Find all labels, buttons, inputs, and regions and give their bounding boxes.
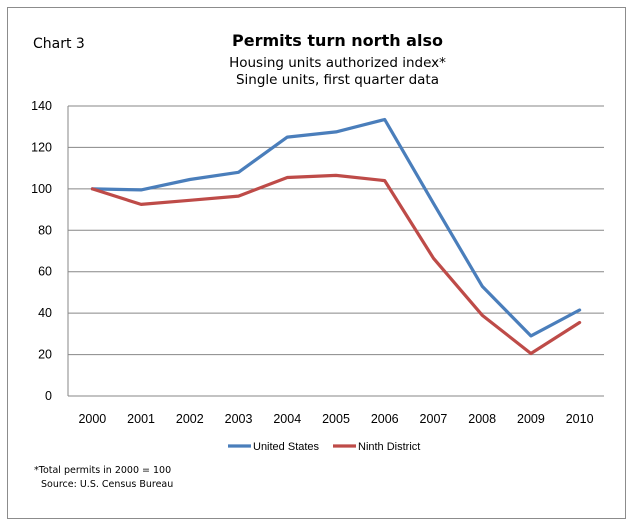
chart-subtitle-1: Housing units authorized index* — [229, 55, 446, 71]
x-tick-label-2007: 2007 — [420, 412, 448, 426]
y-tick-label-60: 60 — [38, 265, 52, 279]
x-tick-label-2010: 2010 — [566, 412, 594, 426]
x-tick-label-2006: 2006 — [371, 412, 399, 426]
x-tick-label-2004: 2004 — [273, 412, 301, 426]
chart-title: Permits turn north also — [232, 31, 443, 50]
x-tick-label-2000: 2000 — [78, 412, 106, 426]
x-tick-label-2009: 2009 — [517, 412, 545, 426]
y-tick-label-80: 80 — [38, 223, 52, 237]
x-tick-label-2002: 2002 — [176, 412, 204, 426]
x-tick-label-2005: 2005 — [322, 412, 350, 426]
y-tick-label-40: 40 — [38, 306, 52, 320]
footnote-index-note: *Total permits in 2000 = 100 — [34, 465, 172, 476]
footnote-source: Source: U.S. Census Bureau — [41, 479, 174, 490]
series-line-ninth-district — [90, 173, 582, 356]
series-line-united-states — [90, 117, 582, 338]
chart-subtitle-2: Single units, first quarter data — [235, 72, 440, 88]
x-tick-label-2008: 2008 — [468, 412, 496, 426]
x-tick-label-2001: 2001 — [127, 412, 155, 426]
legend-label-ninth-district: Ninth District — [358, 441, 420, 453]
y-tick-label-20: 20 — [38, 348, 52, 362]
legend-label-united-states: United States — [253, 441, 320, 453]
y-tick-label-0: 0 — [45, 389, 52, 403]
x-tick-label-2003: 2003 — [225, 412, 253, 426]
y-tick-label-140: 140 — [31, 99, 52, 113]
chart-number-label: Chart 3 — [33, 36, 85, 52]
y-tick-label-120: 120 — [31, 140, 52, 154]
y-tick-label-100: 100 — [31, 182, 52, 196]
chart-frame — [7, 7, 626, 519]
